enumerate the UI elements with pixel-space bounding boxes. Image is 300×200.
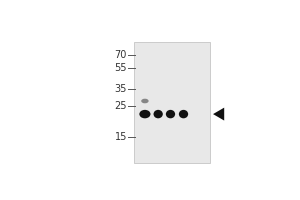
Ellipse shape	[154, 110, 163, 118]
Ellipse shape	[141, 99, 148, 103]
Ellipse shape	[179, 110, 188, 118]
Bar	[134, 42, 210, 163]
Text: 25: 25	[115, 101, 127, 111]
Text: 70: 70	[115, 50, 127, 60]
Polygon shape	[213, 108, 224, 121]
Ellipse shape	[166, 110, 175, 118]
Text: 35: 35	[115, 84, 127, 94]
Text: 15: 15	[115, 132, 127, 142]
Text: 55: 55	[115, 63, 127, 73]
Ellipse shape	[139, 110, 151, 118]
